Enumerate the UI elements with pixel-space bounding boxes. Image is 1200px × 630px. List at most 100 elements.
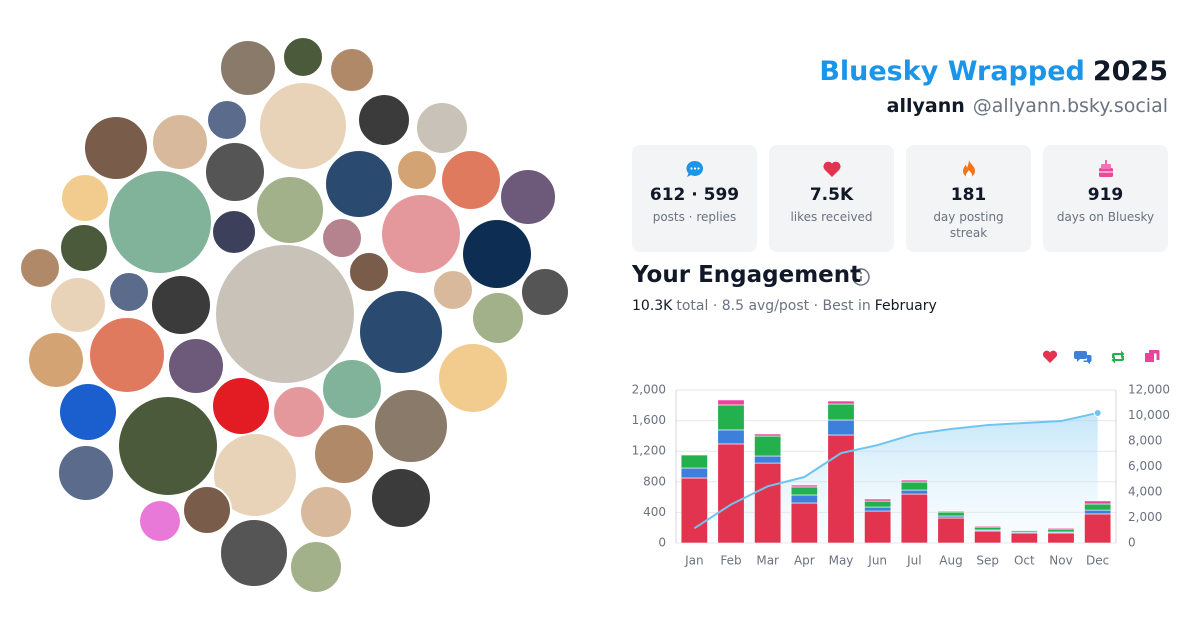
stat-label: likes received: [790, 210, 873, 224]
bar-segment: [1047, 532, 1075, 544]
bar-segment: [900, 481, 928, 491]
avatar: [151, 113, 209, 171]
bar-segment: [974, 525, 1002, 528]
avatar: [182, 485, 232, 535]
stat-label: posts · replies: [652, 210, 737, 224]
avatar: [206, 99, 248, 141]
bar-segment: [790, 484, 818, 488]
y2-tick-label: 0: [1128, 536, 1136, 550]
avatar: [204, 141, 266, 203]
line: [693, 411, 1098, 530]
bar-segment: [790, 494, 818, 504]
line-point: [1093, 408, 1102, 417]
avatar: [140, 501, 180, 541]
legend-icon[interactable]: [1111, 350, 1125, 364]
x-tick-label: Jun: [867, 554, 887, 568]
summary-text: total · 8.5 avg/post · Best in: [676, 298, 871, 314]
stat-card: 612 · 599 posts · replies: [632, 145, 757, 252]
bar-segment: [864, 500, 892, 508]
avatar: [324, 149, 394, 219]
y2-tick-label: 6,000: [1128, 459, 1162, 473]
bar-segment: [974, 530, 1002, 544]
bar-segment: [717, 399, 745, 406]
bar-segment: [754, 435, 782, 457]
avatar: [471, 291, 525, 345]
bar-segment: [900, 489, 928, 495]
y2-tick-label: 10,000: [1128, 408, 1170, 422]
bar-segment: [864, 510, 892, 544]
avatar: [108, 271, 150, 313]
bar-segment: [717, 429, 745, 445]
avatar: [150, 274, 212, 336]
stat-label: days on Bluesky: [1056, 210, 1155, 224]
bar-segment: [680, 477, 708, 544]
avatar: [219, 39, 277, 97]
avatar: [211, 209, 257, 255]
user-name: allyann: [886, 95, 965, 117]
avatar: [117, 395, 219, 497]
x-tick-label: Aug: [939, 554, 962, 568]
stat-value: 181: [950, 185, 987, 205]
avatar: [27, 331, 85, 389]
avatar: [19, 247, 61, 289]
stat-icon: [962, 160, 975, 178]
legend-icon[interactable]: [1042, 350, 1058, 363]
avatar: [57, 444, 115, 502]
bar-segment: [937, 510, 965, 513]
legend-icon[interactable]: [1074, 351, 1092, 365]
x-tick-label: Mar: [756, 554, 779, 568]
stat-value: 919: [1087, 185, 1124, 205]
stat-card: 7.5K likes received: [769, 145, 894, 252]
avatar: [396, 149, 438, 191]
x-tick-label: Feb: [720, 554, 741, 568]
legend-icon[interactable]: [1145, 350, 1160, 362]
y-tick-label: 800: [643, 474, 666, 488]
bar-segment: [790, 486, 818, 496]
avatar: [107, 169, 213, 275]
avatar: [272, 385, 326, 439]
bar-segment: [864, 506, 892, 512]
y2-tick-label: 12,000: [1128, 383, 1170, 397]
avatar: [321, 217, 363, 259]
avatar: [329, 47, 375, 93]
bar-segment: [900, 493, 928, 544]
bar-segment: [900, 479, 928, 483]
avatar: [463, 220, 531, 288]
summary: 10.3K total · 8.5 avg/post · Best in Febru…: [632, 298, 941, 314]
x-tick-label: Jul: [906, 554, 921, 568]
bar-segment: [974, 526, 1002, 531]
avatar: [380, 193, 462, 275]
avatar: [167, 337, 225, 395]
x-tick-label: Dec: [1086, 554, 1109, 568]
stat-value: 612 · 599: [649, 185, 740, 205]
y-tick-label: 0: [658, 536, 666, 550]
bar-segment: [717, 404, 745, 431]
bar-segment: [937, 511, 965, 517]
avatar: [358, 289, 444, 375]
bar-segment: [1084, 500, 1112, 505]
avatar: [258, 81, 348, 171]
stat-icon: [1098, 160, 1113, 177]
y2-tick-label: 8,000: [1128, 434, 1162, 448]
summary-total: 10.3K: [632, 298, 673, 314]
info-icon[interactable]: [852, 268, 870, 286]
bar-segment: [1084, 509, 1112, 515]
x-tick-label: Oct: [1014, 554, 1035, 568]
bar-segment: [717, 443, 745, 544]
y-tick-label: 400: [643, 505, 666, 519]
y2-tick-label: 4,000: [1128, 485, 1162, 499]
avatar: [348, 251, 390, 293]
avatar: [60, 384, 116, 440]
title: Bluesky Wrapped 2025: [819, 56, 1168, 87]
bar-segment: [827, 419, 855, 436]
avatar: [357, 93, 411, 147]
bar-segment: [754, 462, 782, 544]
year: 2025: [1092, 56, 1168, 87]
bar-segment: [754, 455, 782, 464]
avatar: [83, 115, 149, 181]
avatar: [219, 518, 289, 588]
x-tick-label: Apr: [794, 554, 815, 568]
avatar: [432, 269, 474, 311]
